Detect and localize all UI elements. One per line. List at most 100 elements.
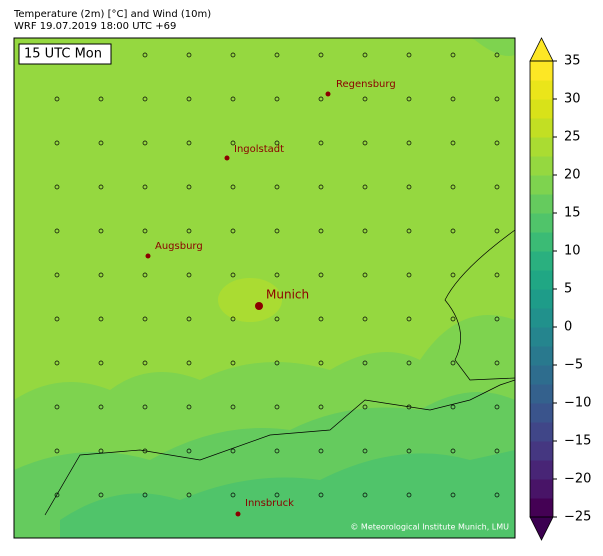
colorbar-band	[530, 213, 553, 233]
station-marker	[230, 316, 236, 322]
station-marker	[186, 228, 192, 234]
colorbar-tick-label: −20	[564, 472, 591, 487]
station-marker	[450, 184, 456, 190]
temperature-area	[470, 38, 515, 56]
station-marker	[142, 228, 148, 234]
station-marker	[406, 272, 412, 278]
station-marker	[186, 272, 192, 278]
station-marker	[406, 184, 412, 190]
station-marker	[54, 228, 60, 234]
colorbar-band	[530, 194, 553, 214]
station-marker	[318, 316, 324, 322]
colorbar-tick-label: −25	[564, 510, 591, 525]
colorbar-band	[530, 422, 553, 442]
colorbar-band	[530, 479, 553, 499]
station-marker	[54, 272, 60, 278]
station-marker	[142, 184, 148, 190]
station-marker	[494, 448, 500, 454]
station-marker	[230, 272, 236, 278]
station-marker	[98, 184, 104, 190]
colorbar-tick-label: 10	[564, 244, 581, 259]
station-marker	[406, 96, 412, 102]
station-marker	[494, 52, 500, 58]
station-marker	[98, 272, 104, 278]
station-marker	[318, 184, 324, 190]
station-marker	[362, 448, 368, 454]
colorbar-band	[530, 384, 553, 404]
city-dot	[255, 302, 263, 310]
city-label: Augsburg	[155, 241, 203, 252]
colorbar-tick-label: −5	[564, 358, 583, 373]
map: Regensburg Ingolstadt Augsburg Munich Innsbr…	[13, 37, 516, 539]
station-marker	[230, 492, 236, 498]
station-marker	[274, 404, 280, 410]
station-marker	[186, 360, 192, 366]
colorbar-band	[530, 156, 553, 176]
station-marker	[362, 404, 368, 410]
station-marker	[142, 448, 148, 454]
station-marker	[406, 492, 412, 498]
station-marker	[230, 360, 236, 366]
station-marker	[142, 96, 148, 102]
station-marker	[406, 52, 412, 58]
title-line: Temperature (2m) [°C] and Wind (10m)	[13, 9, 211, 20]
station-marker	[494, 492, 500, 498]
station-marker	[274, 272, 280, 278]
border-line	[444, 229, 516, 381]
colorbar-tick-label: 30	[564, 92, 581, 107]
colorbar-band	[530, 80, 553, 100]
station-marker	[54, 96, 60, 102]
station-marker	[318, 228, 324, 234]
station-marker	[362, 140, 368, 146]
station-marker	[274, 52, 280, 58]
station-marker	[450, 448, 456, 454]
station-marker	[186, 492, 192, 498]
city-label: Munich	[266, 288, 309, 302]
station-marker	[142, 316, 148, 322]
station-marker	[98, 96, 104, 102]
station-marker	[318, 448, 324, 454]
station-marker	[186, 448, 192, 454]
station-marker	[274, 492, 280, 498]
urban-heat-area	[218, 278, 282, 322]
city-label: Ingolstadt	[234, 144, 284, 155]
map-frame	[13, 37, 516, 539]
station-marker	[494, 404, 500, 410]
station-marker	[450, 52, 456, 58]
colorbar-band	[530, 441, 553, 461]
station-marker	[186, 96, 192, 102]
colorbar-extend-high	[529, 37, 554, 62]
station-marker	[406, 228, 412, 234]
city-dot	[235, 511, 241, 517]
station-marker	[186, 140, 192, 146]
station-marker	[406, 448, 412, 454]
colorbar-band	[530, 99, 553, 119]
station-marker	[274, 140, 280, 146]
station-marker	[98, 492, 104, 498]
station-marker	[98, 228, 104, 234]
colorbar: 35 30 25 20 15 10 5 0 −5 −10 −15 −20 −25	[529, 37, 591, 541]
station-marker	[186, 316, 192, 322]
station-marker	[98, 448, 104, 454]
station-marker	[274, 316, 280, 322]
station-marker	[362, 52, 368, 58]
colorbar-band	[530, 175, 553, 195]
station-marker	[230, 228, 236, 234]
colorbar-tick-label: −10	[564, 396, 591, 411]
station-marker	[98, 140, 104, 146]
station-marker	[494, 184, 500, 190]
station-marker	[54, 404, 60, 410]
city-dot	[224, 155, 230, 161]
colorbar-band	[530, 498, 553, 518]
colorbar-tick-label: 15	[564, 206, 581, 221]
station-marker	[318, 140, 324, 146]
colorbar-band	[530, 118, 553, 138]
station-marker	[494, 272, 500, 278]
station-marker	[98, 404, 104, 410]
station-marker	[450, 492, 456, 498]
station-marker	[450, 316, 456, 322]
station-marker	[362, 316, 368, 322]
station-marker	[406, 404, 412, 410]
colorbar-tick-label: 25	[564, 130, 581, 145]
